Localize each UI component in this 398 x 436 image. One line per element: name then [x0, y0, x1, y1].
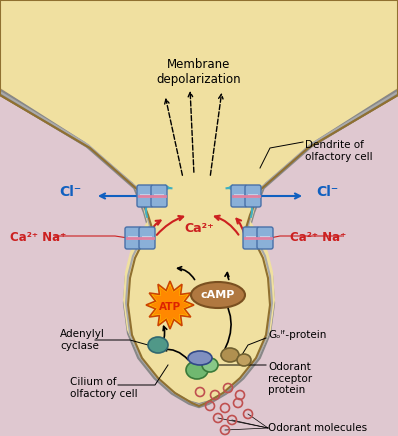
Bar [260, 236, 270, 240]
Text: Ca²⁺ Na⁺: Ca²⁺ Na⁺ [10, 231, 66, 243]
FancyBboxPatch shape [243, 227, 259, 249]
Polygon shape [150, 285, 190, 325]
Ellipse shape [188, 351, 212, 365]
FancyBboxPatch shape [245, 185, 261, 207]
Text: Adenylyl
cyclase: Adenylyl cyclase [60, 329, 105, 351]
Text: Gₒᴵᶠ-protein: Gₒᴵᶠ-protein [268, 330, 326, 340]
Ellipse shape [237, 354, 251, 366]
FancyBboxPatch shape [125, 227, 141, 249]
FancyBboxPatch shape [137, 185, 153, 207]
Bar [246, 236, 256, 240]
Text: Odorant molecules: Odorant molecules [268, 423, 367, 433]
Text: Cilium of
olfactory cell: Cilium of olfactory cell [70, 377, 138, 399]
Text: ATP: ATP [159, 302, 181, 312]
Polygon shape [0, 0, 398, 403]
Ellipse shape [202, 358, 218, 372]
Text: Odorant
receptor
protein: Odorant receptor protein [268, 362, 312, 395]
Text: Membrane
depolarization: Membrane depolarization [157, 58, 241, 86]
Polygon shape [146, 281, 194, 329]
Bar [248, 194, 258, 198]
Bar [140, 194, 150, 198]
Bar [142, 236, 152, 240]
Text: Ca²⁺ Na⁺: Ca²⁺ Na⁺ [290, 231, 346, 243]
Ellipse shape [221, 348, 239, 362]
Bar [154, 194, 164, 198]
FancyBboxPatch shape [151, 185, 167, 207]
Ellipse shape [191, 282, 245, 308]
FancyBboxPatch shape [257, 227, 273, 249]
Text: Ca²⁺: Ca²⁺ [184, 221, 214, 235]
Text: Dendrite of
olfactory cell: Dendrite of olfactory cell [305, 140, 373, 162]
Polygon shape [0, 0, 398, 406]
Text: Cl⁻: Cl⁻ [60, 185, 82, 199]
Text: Cl⁻: Cl⁻ [316, 185, 338, 199]
FancyBboxPatch shape [231, 185, 247, 207]
Bar [128, 236, 138, 240]
Text: cAMP: cAMP [201, 290, 235, 300]
Ellipse shape [148, 337, 168, 353]
FancyBboxPatch shape [139, 227, 155, 249]
Bar [234, 194, 244, 198]
Ellipse shape [186, 361, 208, 379]
